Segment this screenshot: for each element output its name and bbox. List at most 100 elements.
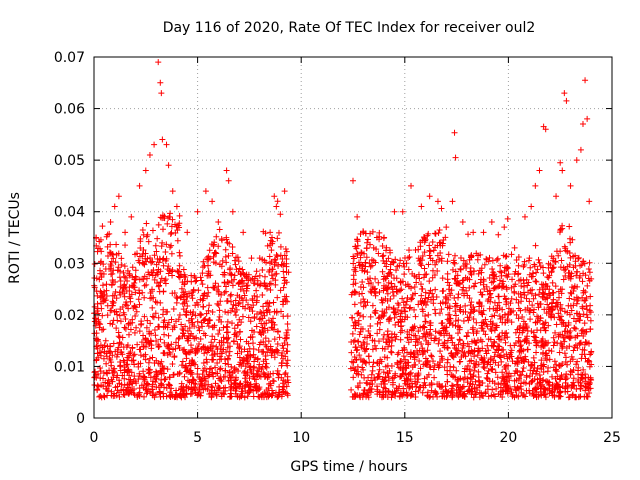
data-point (94, 342, 101, 349)
data-point (573, 300, 580, 307)
data-point (564, 361, 571, 368)
data-point (581, 347, 588, 354)
data-point (453, 367, 460, 374)
data-point (250, 373, 257, 380)
data-point (367, 288, 374, 295)
data-point (407, 351, 414, 358)
data-point (176, 262, 183, 269)
data-point (400, 299, 407, 306)
data-point (218, 291, 225, 298)
data-point (394, 351, 401, 358)
data-point (403, 392, 410, 399)
data-point (578, 262, 585, 269)
data-point (170, 371, 177, 378)
data-point (372, 310, 379, 317)
data-point (384, 285, 391, 292)
data-point (422, 289, 429, 296)
data-point (268, 324, 275, 331)
data-point (162, 280, 169, 287)
data-point (221, 391, 228, 398)
data-point (130, 357, 137, 364)
data-point (210, 356, 217, 363)
data-point (249, 297, 256, 304)
data-point (107, 241, 114, 248)
data-point (274, 294, 281, 301)
data-point (103, 360, 110, 367)
data-point (232, 261, 239, 268)
data-point (278, 261, 285, 268)
data-point (521, 213, 528, 220)
data-point (149, 378, 156, 385)
data-point (212, 260, 219, 267)
data-point (205, 323, 212, 330)
data-point (400, 366, 407, 373)
data-point (491, 284, 498, 291)
data-point (370, 359, 377, 366)
data-point (382, 363, 389, 370)
data-point (103, 281, 110, 288)
data-point (197, 296, 204, 303)
data-point (407, 304, 414, 311)
data-point (505, 373, 512, 380)
data-point (484, 376, 491, 383)
data-point (93, 356, 100, 363)
data-point (534, 365, 541, 372)
data-point (234, 254, 241, 261)
data-point (588, 376, 595, 383)
data-point (223, 323, 230, 330)
data-point (226, 394, 233, 401)
data-point (415, 328, 422, 335)
data-point (421, 348, 428, 355)
data-point (508, 251, 515, 258)
data-point (427, 332, 434, 339)
data-point (466, 387, 473, 394)
data-point (193, 299, 200, 306)
data-point (444, 344, 451, 351)
data-point (408, 296, 415, 303)
data-point (558, 290, 565, 297)
data-point (283, 360, 290, 367)
data-point (497, 354, 504, 361)
data-point (236, 354, 243, 361)
data-point (239, 303, 246, 310)
data-point (227, 265, 234, 272)
data-point (449, 321, 456, 328)
data-point (483, 255, 490, 262)
data-point (115, 193, 122, 200)
data-point (235, 258, 242, 265)
data-point (442, 324, 449, 331)
data-point (351, 266, 358, 273)
data-point (102, 297, 109, 304)
data-point (191, 384, 198, 391)
data-point (366, 332, 373, 339)
data-point (426, 319, 433, 326)
data-point (430, 366, 437, 373)
data-point (537, 327, 544, 334)
data-point (506, 377, 513, 384)
data-point (520, 318, 527, 325)
data-point (363, 391, 370, 398)
data-point (398, 308, 405, 315)
data-point (155, 283, 162, 290)
data-point (486, 291, 493, 298)
data-point (125, 305, 132, 312)
data-point (408, 391, 415, 398)
data-point (173, 393, 180, 400)
data-point (404, 376, 411, 383)
data-point (382, 295, 389, 302)
data-point (133, 380, 140, 387)
data-point (104, 253, 111, 260)
data-point (443, 295, 450, 302)
data-point (231, 325, 238, 332)
data-point (140, 368, 147, 375)
data-point (259, 363, 266, 370)
data-point (480, 307, 487, 314)
data-point (409, 324, 416, 331)
data-point (105, 387, 112, 394)
data-point (562, 322, 569, 329)
data-point (219, 257, 226, 264)
data-point (422, 271, 429, 278)
data-point (526, 373, 533, 380)
data-point (464, 362, 471, 369)
data-point (470, 394, 477, 401)
